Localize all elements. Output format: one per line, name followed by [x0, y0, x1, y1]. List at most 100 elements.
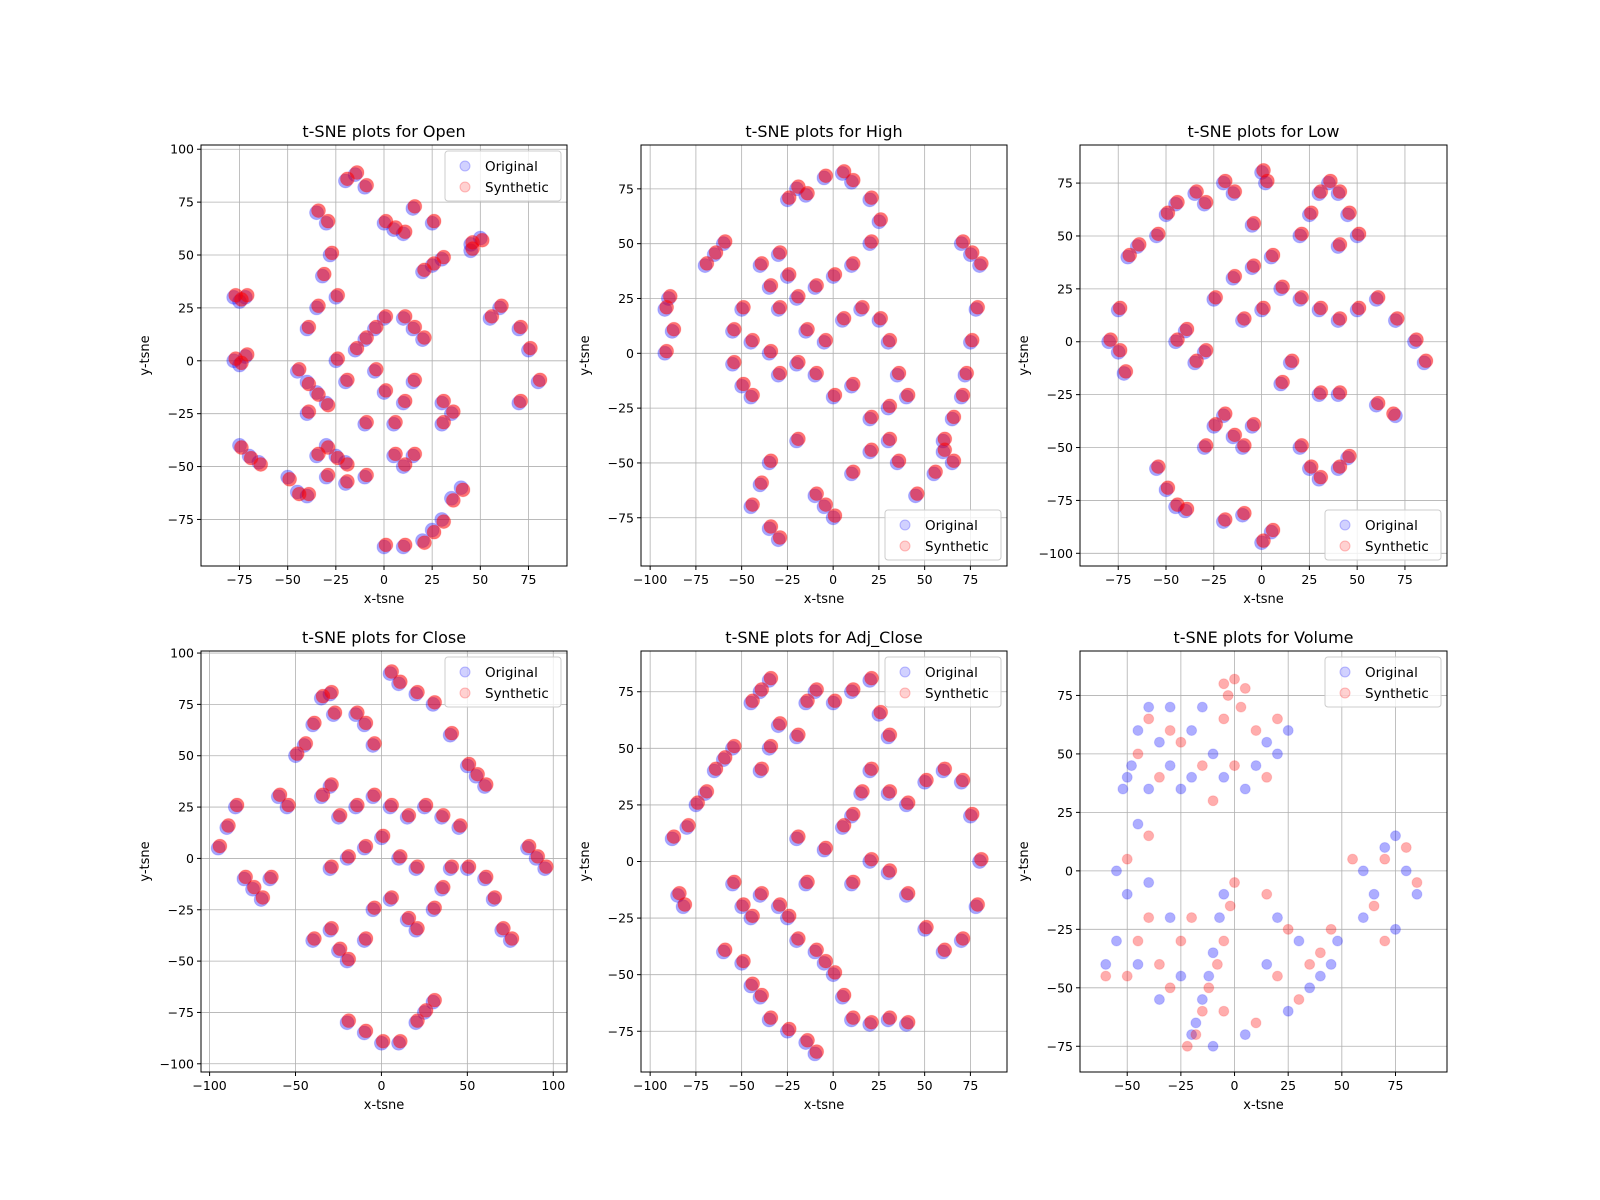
- synthetic-point: [1217, 511, 1233, 527]
- synthetic-point: [717, 749, 733, 765]
- synthetic-point: [397, 537, 413, 553]
- synthetic-point: [378, 308, 394, 324]
- synthetic-point: [1164, 725, 1176, 737]
- scatter-points: [210, 664, 554, 1051]
- x-tick-label: −75: [683, 1078, 709, 1093]
- synthetic-point: [504, 931, 520, 947]
- synthetic-point: [1261, 771, 1273, 783]
- y-tick-label: −50: [168, 954, 194, 969]
- legend-original-marker: [459, 666, 471, 678]
- x-tick-label: 25: [871, 572, 887, 587]
- synthetic-point: [726, 321, 742, 337]
- x-tick-label: −50: [1153, 572, 1179, 587]
- synthetic-point: [281, 797, 297, 813]
- synthetic-point: [809, 486, 825, 502]
- synthetic-point: [392, 674, 408, 690]
- x-tick-label: −25: [774, 572, 800, 587]
- y-tick-label: −75: [608, 1024, 634, 1039]
- synthetic-point: [1246, 416, 1262, 432]
- scatter-points: [1101, 162, 1434, 551]
- synthetic-point: [790, 727, 806, 743]
- synthetic-point: [384, 889, 400, 905]
- synthetic-point: [1239, 682, 1251, 694]
- original-point: [1271, 748, 1283, 760]
- original-point: [1304, 982, 1316, 994]
- synthetic-point: [1132, 935, 1144, 947]
- synthetic-point: [1143, 912, 1155, 924]
- synthetic-point: [699, 783, 715, 799]
- synthetic-point: [1211, 958, 1223, 970]
- y-tick-label: −25: [608, 911, 634, 926]
- synthetic-point: [864, 851, 880, 867]
- synthetic-point: [726, 874, 742, 890]
- synthetic-point: [436, 514, 452, 530]
- original-point: [1143, 783, 1155, 795]
- synthetic-point: [836, 163, 852, 179]
- original-point: [1110, 865, 1122, 877]
- synthetic-point: [470, 766, 486, 782]
- synthetic-point: [1229, 760, 1241, 772]
- synthetic-point: [1411, 877, 1423, 889]
- synthetic-point: [1222, 689, 1234, 701]
- synthetic-point: [367, 900, 383, 916]
- y-axis-label: y-tsne: [578, 841, 593, 881]
- synthetic-point: [836, 987, 852, 1003]
- legend: Original Synthetic: [444, 150, 562, 202]
- original-point: [1175, 970, 1187, 982]
- x-tick-label: 0: [829, 1078, 837, 1093]
- synthetic-point: [1224, 900, 1236, 912]
- synthetic-point: [416, 535, 432, 551]
- synthetic-point: [324, 684, 340, 700]
- synthetic-point: [306, 931, 322, 947]
- x-tick-label: −25: [1168, 1078, 1194, 1093]
- synthetic-point: [882, 783, 898, 799]
- subplot-6: −50 −25 0 25 50 75 −75 −50 −25 0 25 50 75 t-SNE plots…: [1017, 628, 1448, 1113]
- synthetic-point: [809, 681, 825, 697]
- y-tick-label: 0: [186, 851, 194, 866]
- synthetic-point: [1332, 459, 1348, 475]
- original-point: [1175, 783, 1187, 795]
- synthetic-point: [1189, 353, 1205, 369]
- synthetic-point: [445, 492, 461, 508]
- original-point: [1389, 923, 1401, 935]
- synthetic-point: [666, 321, 682, 337]
- original-point: [1186, 725, 1198, 737]
- synthetic-point: [1284, 353, 1300, 369]
- x-tick-label: 50: [1334, 1078, 1350, 1093]
- synthetic-point: [873, 310, 889, 326]
- y-tick-label: 25: [1057, 281, 1073, 296]
- synthetic-point: [754, 681, 770, 697]
- synthetic-point: [320, 467, 336, 483]
- synthetic-point: [341, 951, 357, 967]
- synthetic-point: [255, 889, 271, 905]
- legend-synthetic-marker: [459, 687, 471, 699]
- synthetic-point: [1169, 332, 1185, 348]
- x-tick-label: −75: [683, 572, 709, 587]
- y-tick-label: −50: [608, 455, 634, 470]
- synthetic-point: [1169, 194, 1185, 210]
- y-tick-label: −75: [168, 512, 194, 527]
- x-tick-label: −50: [728, 1078, 754, 1093]
- synthetic-point: [1236, 310, 1252, 326]
- original-point: [1132, 818, 1144, 830]
- legend-synthetic-marker: [1339, 540, 1351, 552]
- scatter-points: [1100, 673, 1423, 1052]
- synthetic-point: [763, 1010, 779, 1026]
- original-point: [1293, 935, 1305, 947]
- synthetic-point: [367, 735, 383, 751]
- original-point: [1261, 736, 1273, 748]
- synthetic-point: [1385, 406, 1401, 422]
- y-tick-label: −25: [1047, 922, 1073, 937]
- synthetic-point: [827, 693, 843, 709]
- synthetic-point: [763, 738, 779, 754]
- subplot-title: t-SNE plots for Volume: [1173, 628, 1353, 647]
- synthetic-point: [754, 255, 770, 271]
- synthetic-point: [1256, 300, 1271, 316]
- synthetic-point: [690, 795, 706, 811]
- synthetic-point: [1121, 970, 1133, 982]
- synthetic-point: [772, 365, 788, 381]
- synthetic-point: [800, 321, 816, 337]
- y-tick-label: 25: [1057, 805, 1073, 820]
- synthetic-point: [873, 704, 889, 720]
- synthetic-point: [484, 308, 500, 324]
